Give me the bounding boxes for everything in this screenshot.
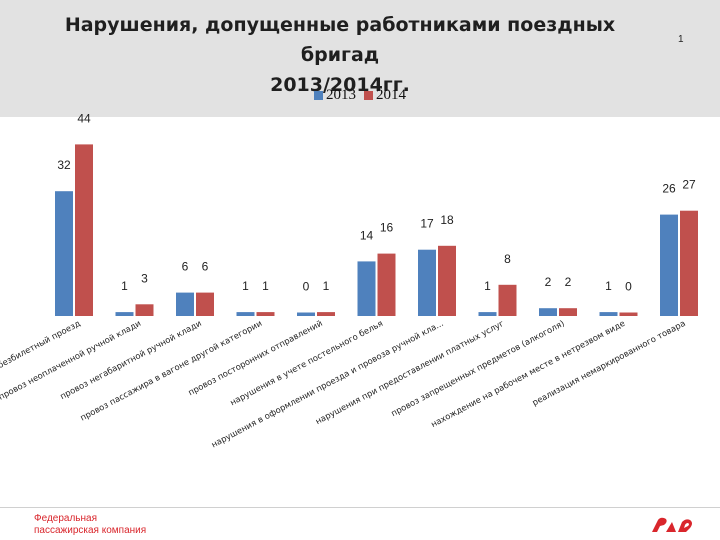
data-label-2014-10: 27: [682, 178, 696, 192]
bar-2013-4: [297, 312, 315, 316]
bar-2013-2: [176, 292, 194, 316]
legend-label-2014: 2014: [376, 87, 406, 103]
bar-2013-6: [418, 249, 436, 316]
bar-2014-4: [317, 312, 335, 316]
data-label-2014-3: 1: [262, 279, 269, 293]
bar-2014-5: [377, 253, 396, 316]
bar-2013-0: [55, 191, 73, 316]
data-label-2013-6: 17: [420, 217, 434, 231]
bar-2013-10: [660, 214, 678, 316]
data-label-2014-6: 18: [440, 213, 454, 227]
bar-2013-5: [357, 261, 376, 316]
data-label-2014-4: 1: [323, 279, 330, 293]
footer-divider: [0, 507, 720, 508]
bar-2013-9: [599, 312, 618, 316]
bar-2013-7: [478, 312, 497, 316]
company-name-line-2: пассажирская компания: [34, 525, 147, 536]
bar-2014-10: [680, 210, 698, 316]
legend-label-2013: 2013: [326, 87, 356, 103]
category-label-6: нарушения в оформлении проезда и провоза…: [209, 318, 444, 450]
data-label-2013-0: 32: [57, 158, 71, 172]
legend-item-2014: 2014: [364, 87, 406, 104]
data-label-2014-5: 16: [380, 221, 394, 235]
data-label-2013-9: 1: [605, 279, 612, 293]
bar-2013-8: [539, 308, 557, 316]
bar-2014-0: [75, 144, 93, 316]
chart-legend: 2013 2014: [0, 87, 720, 104]
bar-2014-7: [498, 284, 517, 316]
bar-2014-8: [559, 308, 577, 316]
data-label-2013-5: 14: [360, 228, 374, 242]
page-number: 1: [678, 34, 684, 45]
bar-2014-2: [196, 292, 214, 316]
data-label-2013-7: 1: [484, 279, 491, 293]
title-line-2: 2013/2014гг.: [270, 74, 410, 96]
data-label-2014-1: 3: [141, 271, 148, 285]
header-band: [0, 0, 720, 117]
data-label-2014-0: 44: [77, 111, 91, 125]
data-label-2014-2: 6: [202, 260, 209, 274]
bar-2014-3: [256, 312, 275, 316]
company-name: Федеральная пассажирская компания: [34, 513, 146, 537]
rzd-logo-icon: [652, 517, 692, 532]
slide-title: Нарушения, допущенные работниками поездн…: [30, 10, 650, 100]
data-label-2013-4: 0: [303, 280, 310, 294]
data-label-2014-8: 2: [565, 275, 572, 289]
bar-2013-1: [115, 312, 134, 316]
data-label-2013-3: 1: [242, 279, 249, 293]
legend-swatch-2014: [364, 91, 373, 100]
data-label-2013-1: 1: [121, 279, 128, 293]
bar-2014-6: [438, 245, 456, 316]
title-line-1: Нарушения, допущенные работниками поездн…: [64, 14, 616, 66]
data-label-2014-9: 0: [625, 280, 632, 294]
company-name-line-1: Федеральная: [34, 513, 98, 524]
data-label-2013-2: 6: [182, 260, 189, 274]
data-label-2013-8: 2: [545, 275, 552, 289]
bar-2013-3: [236, 312, 255, 316]
data-label-2014-7: 8: [504, 252, 511, 266]
legend-item-2013: 2013: [314, 87, 356, 104]
data-label-2013-10: 26: [662, 182, 676, 196]
legend-swatch-2013: [314, 91, 323, 100]
bar-2014-1: [135, 304, 154, 316]
bar-2014-9: [619, 312, 638, 316]
